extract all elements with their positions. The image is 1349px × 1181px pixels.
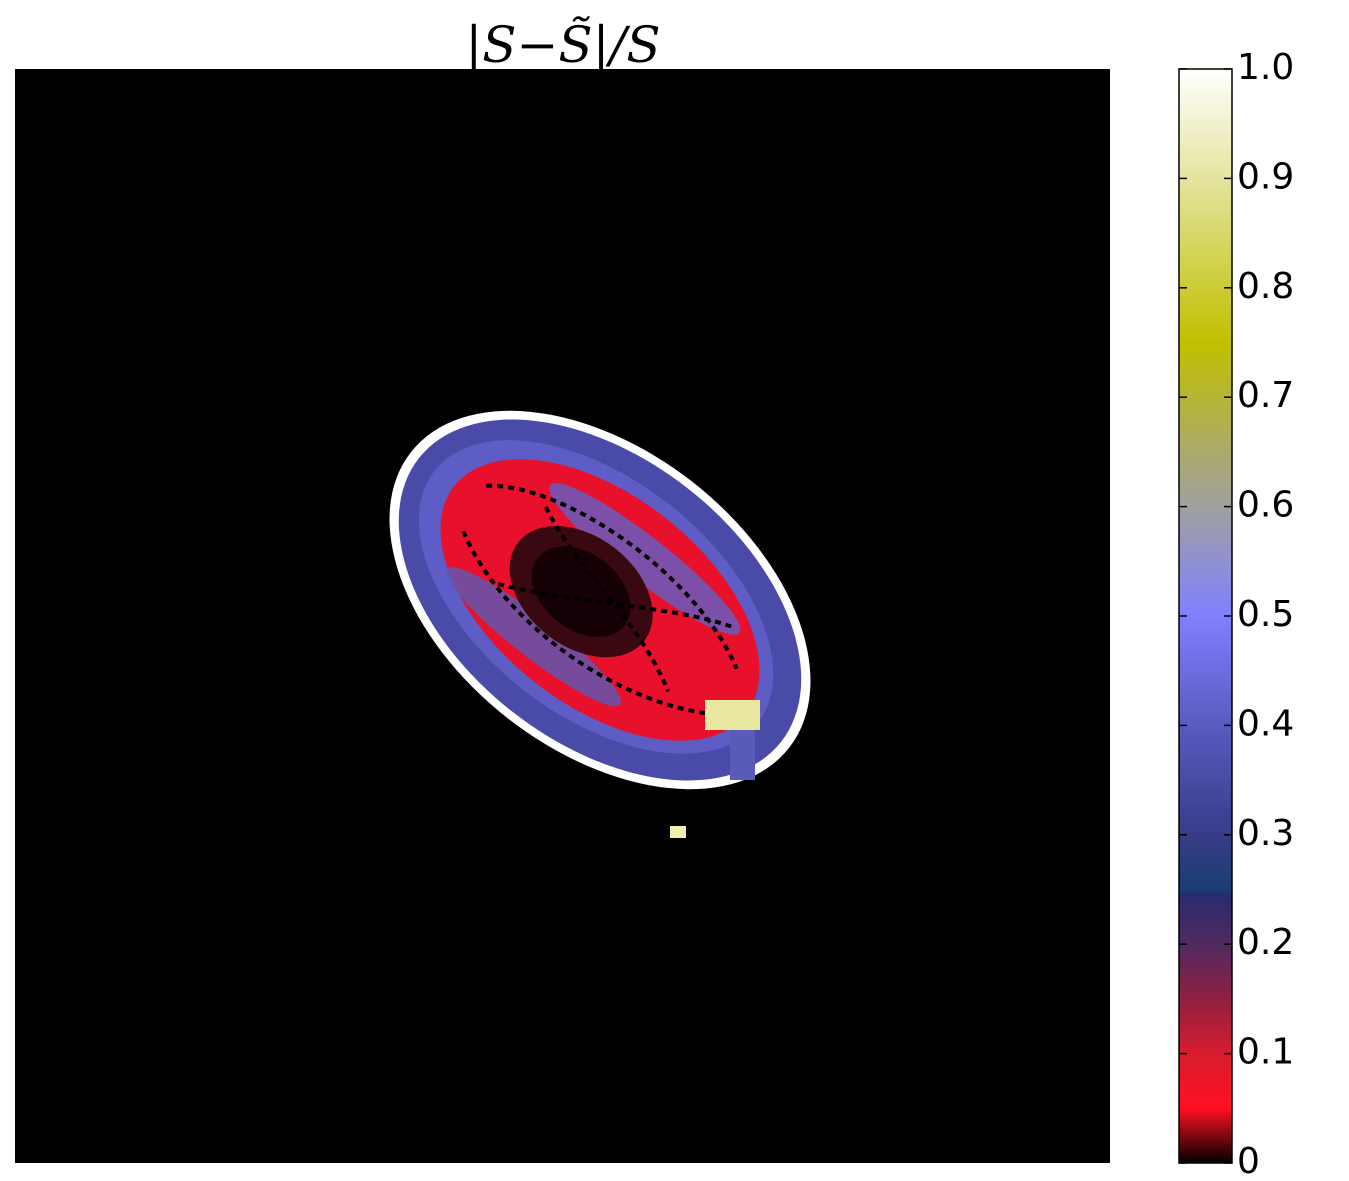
colorbar-tick-label: 0.5 — [1237, 594, 1294, 635]
colorbar-tick-label: 0.9 — [1237, 156, 1294, 197]
galaxy — [389, 410, 811, 790]
colorbar-tick-label: 0.4 — [1237, 703, 1294, 744]
colorbar-tick-label: 0.1 — [1237, 1032, 1294, 1073]
chart-title: |S−S̃|/S — [465, 15, 660, 74]
colorbar-tick-label: 0.6 — [1237, 485, 1294, 526]
colorbar — [1179, 69, 1232, 1163]
bright-spot — [730, 730, 755, 780]
colorbar-tick-label: 0 — [1237, 1141, 1260, 1181]
colorbar-tick-label: 1.0 — [1237, 47, 1294, 88]
colorbar-tick-label: 0.2 — [1237, 922, 1294, 963]
bright-spot — [705, 700, 760, 730]
heatmap-image — [15, 69, 1110, 1163]
colorbar-tick-label: 0.8 — [1237, 266, 1294, 307]
bright-spot — [670, 826, 686, 838]
colorbar-tick-label: 0.3 — [1237, 813, 1294, 854]
colorbar-tick-label: 0.7 — [1237, 375, 1294, 416]
